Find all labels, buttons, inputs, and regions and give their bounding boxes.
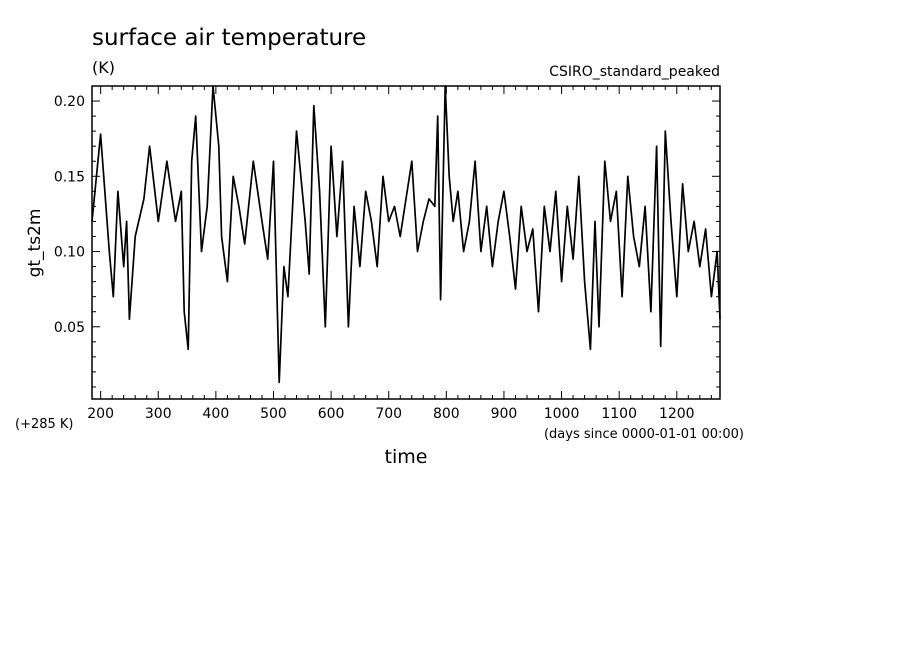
x-tick-label: 900 [491,406,518,422]
series-line [91,85,721,384]
x-axis-title: time [385,446,428,468]
x-tick-label: 200 [87,406,114,422]
x-tick-label: 1200 [659,406,695,422]
x-axis: 200 300 400 500 600 700 800 900 1000 1100 1200 [87,86,712,422]
units-label: (K) [92,58,115,77]
x-tick-label: 1000 [544,406,580,422]
y-axis-title: gt_ts2m [25,209,45,278]
chart-title: surface air temperature [92,25,366,51]
x-tick-label: 500 [260,406,287,422]
y-tick-label: 0.05 [54,320,85,336]
x-units-label: (days since 0000-01-01 00:00) [544,427,744,442]
y-offset-label: (+285 K) [15,417,74,432]
experiment-label: CSIRO_standard_peaked [549,64,720,80]
x-tick-label: 400 [203,406,230,422]
y-tick-label: 0.10 [54,245,85,261]
x-tick-label: 300 [145,406,172,422]
x-tick-label: 1100 [601,406,637,422]
x-tick-label: 600 [318,406,345,422]
y-axis: 0.05 0.10 0.15 0.20 [54,85,720,388]
y-tick-label: 0.20 [54,94,85,110]
plot-frame [91,85,721,400]
x-tick-label: 800 [433,406,460,422]
y-tick-label: 0.15 [54,169,85,185]
x-tick-label: 700 [375,406,402,422]
